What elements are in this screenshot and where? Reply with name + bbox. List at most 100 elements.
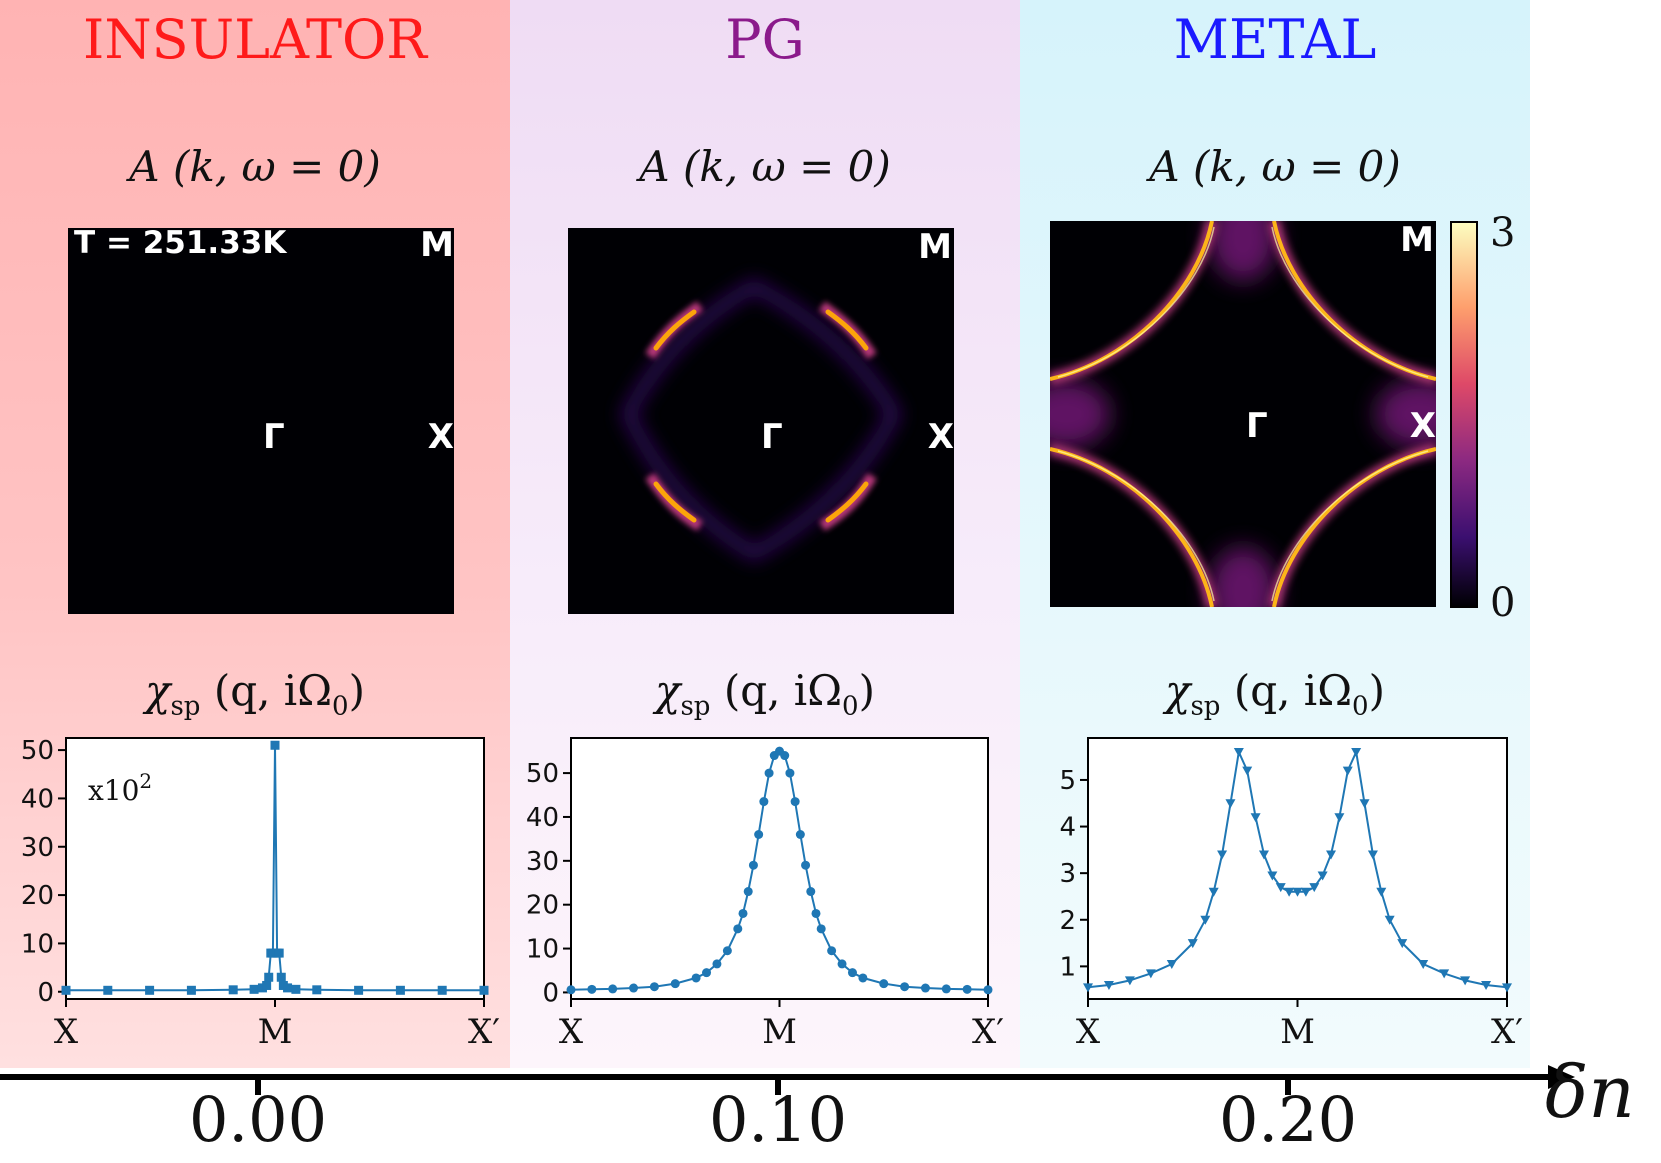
data-point xyxy=(785,768,795,778)
data-point xyxy=(1208,887,1219,897)
data-point xyxy=(283,983,293,993)
data-point xyxy=(1166,960,1177,970)
data-point xyxy=(1217,850,1228,860)
doping-tick-label: 0.10 xyxy=(708,1083,848,1156)
x-tick-label: X xyxy=(54,1012,79,1052)
y-tick-label: 0 xyxy=(542,978,559,1008)
data-point xyxy=(837,959,847,969)
bz-label-m: M xyxy=(918,228,952,267)
y-tick-label: 4 xyxy=(1059,813,1076,843)
data-point xyxy=(276,972,286,982)
data-point xyxy=(1397,939,1408,949)
bz-label-x: X xyxy=(1409,406,1436,446)
data-point xyxy=(1275,883,1286,893)
bz-label-m: M xyxy=(420,228,454,265)
data-point xyxy=(1284,887,1295,897)
regime-title: INSULATOR xyxy=(83,8,427,71)
data-point xyxy=(103,985,113,995)
data-point xyxy=(801,860,811,870)
data-point xyxy=(1233,747,1244,757)
spectral-function-title: A (k, ω = 0) xyxy=(129,142,381,191)
data-point xyxy=(847,968,857,978)
bz-label-x: X xyxy=(427,417,454,457)
fermi-surface-contour xyxy=(1050,221,1436,607)
data-point xyxy=(437,985,447,995)
data-point xyxy=(1200,915,1211,925)
data-point xyxy=(262,980,272,990)
y-tick-label: 0 xyxy=(37,978,54,1008)
data-point xyxy=(608,984,618,994)
bz-label-gamma: Γ xyxy=(263,417,285,457)
data-point xyxy=(1292,887,1303,897)
data-point xyxy=(858,973,868,983)
data-point xyxy=(395,985,405,995)
data-point xyxy=(1351,747,1362,757)
spectral-function-title: A (k, ω = 0) xyxy=(639,142,891,191)
y-tick-label: 5 xyxy=(1059,766,1076,796)
regime-title: METAL xyxy=(1173,8,1377,71)
data-point xyxy=(712,959,722,969)
data-point xyxy=(806,887,816,897)
y-tick-label: 40 xyxy=(21,784,54,814)
x-tick-label: X′ xyxy=(972,1012,1004,1052)
data-point xyxy=(291,984,301,994)
y-tick-label: 30 xyxy=(21,833,54,863)
plot-frame xyxy=(1087,737,1508,1000)
regime-title: PG xyxy=(725,8,805,71)
data-point xyxy=(827,946,837,956)
scale-annotation: x102 xyxy=(88,769,152,807)
data-point xyxy=(1460,976,1471,986)
data-point xyxy=(1187,939,1198,949)
data-point xyxy=(1326,850,1337,860)
data-point xyxy=(790,797,800,807)
data-point xyxy=(587,984,597,994)
fermi-arcs xyxy=(620,278,903,563)
data-point xyxy=(816,924,826,934)
data-point xyxy=(186,985,196,995)
doping-tick-label: 0.20 xyxy=(1218,1083,1358,1156)
data-point xyxy=(61,985,71,995)
bz-label-m: M xyxy=(1400,221,1434,260)
data-point xyxy=(1359,799,1370,809)
bz-label-gamma: Γ xyxy=(1246,406,1268,446)
spectral-function-title: A (k, ω = 0) xyxy=(1149,142,1401,191)
susceptibility-title: χsp (q, iΩ0) xyxy=(1165,666,1385,722)
data-point xyxy=(748,860,758,870)
data-point xyxy=(354,985,364,995)
data-point xyxy=(1300,887,1311,897)
data-point xyxy=(312,985,322,995)
data-point xyxy=(691,973,701,983)
data-point xyxy=(780,751,790,761)
doping-tick-label: 0.00 xyxy=(188,1083,328,1156)
x-tick-label: M xyxy=(258,1012,293,1052)
data-point xyxy=(670,979,680,989)
data-point xyxy=(274,948,284,958)
data-point xyxy=(629,983,639,993)
data-point xyxy=(1439,969,1450,979)
data-point xyxy=(1225,799,1236,809)
data-point xyxy=(566,985,576,995)
data-point xyxy=(264,972,274,982)
data-point xyxy=(1242,766,1253,776)
data-point xyxy=(900,982,910,992)
y-tick-label: 10 xyxy=(526,935,559,965)
data-point xyxy=(738,908,748,918)
fermi-surface-map: M Γ X xyxy=(568,228,954,614)
data-point xyxy=(983,985,993,995)
data-point xyxy=(754,830,764,840)
data-point xyxy=(1418,960,1429,970)
y-tick-label: 50 xyxy=(21,736,54,766)
colorbar-max-label: 3 xyxy=(1490,210,1516,256)
y-tick-label: 2 xyxy=(1059,906,1076,936)
x-tick-label: X′ xyxy=(1491,1012,1523,1052)
x-tick-label: M xyxy=(1280,1012,1315,1052)
y-tick-label: 30 xyxy=(526,847,559,877)
data-point xyxy=(1334,813,1345,823)
data-point xyxy=(1258,850,1269,860)
data-point xyxy=(733,924,743,934)
data-point xyxy=(270,740,280,750)
susceptibility-title: χsp (q, iΩ0) xyxy=(655,666,875,722)
data-point xyxy=(1083,983,1093,993)
data-point xyxy=(228,985,238,995)
x-tick-label: M xyxy=(762,1012,797,1052)
